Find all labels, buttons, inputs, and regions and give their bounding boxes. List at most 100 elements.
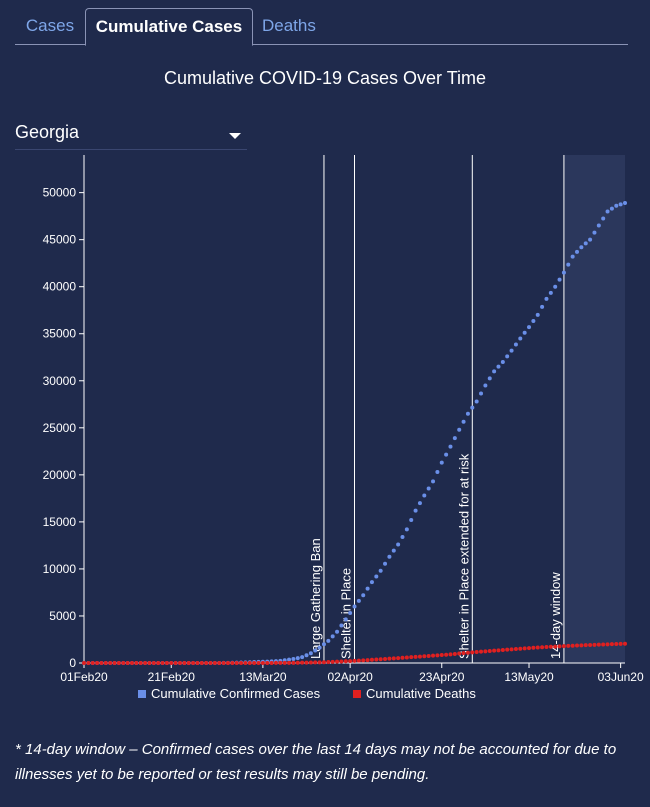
data-point — [404, 527, 409, 532]
data-point — [496, 364, 501, 369]
data-point — [391, 548, 396, 553]
data-point — [239, 660, 244, 665]
data-point — [535, 645, 540, 650]
y-tick-label: 20000 — [43, 468, 77, 482]
annotation-label: Shelter in Place — [339, 568, 354, 659]
data-point — [265, 660, 270, 665]
data-point — [256, 660, 261, 665]
data-point — [378, 657, 383, 662]
shaded-window — [563, 155, 625, 663]
tab-bar: Cases Cumulative Cases Deaths — [15, 8, 628, 46]
data-point — [230, 660, 235, 665]
state-selector[interactable]: Georgia — [15, 118, 247, 150]
data-point — [500, 359, 505, 364]
data-point — [252, 660, 257, 665]
data-point — [356, 658, 361, 663]
data-point — [369, 657, 374, 662]
x-tick-label: 21Feb20 — [148, 670, 196, 684]
chart-title: Cumulative COVID-19 Cases Over Time — [163, 68, 487, 88]
data-point — [387, 656, 392, 661]
y-tick-label: 25000 — [43, 421, 77, 435]
data-point — [116, 660, 121, 665]
data-point — [540, 304, 545, 309]
data-point — [383, 656, 388, 661]
y-tick-label: 0 — [69, 656, 76, 670]
data-point — [483, 649, 488, 654]
data-point — [143, 660, 148, 665]
data-point — [448, 652, 453, 657]
tab-deaths[interactable]: Deaths — [262, 16, 316, 35]
data-point — [335, 629, 340, 634]
data-point — [282, 660, 287, 665]
data-point — [125, 660, 130, 665]
y-tick-label: 10000 — [43, 562, 77, 576]
data-point — [321, 642, 326, 647]
data-point — [457, 651, 462, 656]
y-tick-label: 5000 — [49, 609, 76, 623]
data-point — [348, 610, 353, 615]
data-point — [313, 660, 318, 665]
data-point — [570, 254, 575, 259]
data-point — [623, 200, 627, 205]
data-point — [287, 660, 292, 665]
data-point — [588, 643, 593, 648]
data-point — [195, 660, 200, 665]
data-point — [300, 655, 305, 660]
data-point — [557, 644, 562, 649]
data-point — [404, 655, 409, 660]
data-point — [422, 493, 427, 498]
data-point — [304, 653, 309, 658]
data-point — [531, 319, 536, 324]
legend-label: Cumulative Confirmed Cases — [151, 686, 321, 701]
data-point — [95, 660, 100, 665]
data-point — [287, 657, 292, 662]
data-point — [90, 660, 95, 665]
data-point — [326, 638, 331, 643]
data-point — [339, 623, 344, 628]
data-point — [295, 660, 300, 665]
tab-cumulative-cases[interactable]: Cumulative Cases — [85, 8, 253, 46]
data-point — [374, 574, 379, 579]
data-point — [553, 644, 558, 649]
data-point — [474, 649, 479, 654]
series-deaths — [82, 641, 627, 665]
data-point — [496, 648, 501, 653]
data-point — [330, 659, 335, 664]
data-point — [177, 660, 182, 665]
data-point — [426, 486, 431, 491]
data-point — [221, 660, 226, 665]
data-point — [452, 651, 457, 656]
data-point — [448, 444, 453, 449]
data-point — [618, 641, 623, 646]
data-point — [492, 648, 497, 653]
data-point — [343, 617, 348, 622]
data-point — [566, 643, 571, 648]
data-point — [361, 658, 366, 663]
caret-down-icon — [229, 133, 241, 139]
data-point — [409, 655, 414, 660]
data-point — [557, 277, 562, 282]
data-point — [313, 648, 318, 653]
data-point — [208, 660, 213, 665]
data-point — [160, 660, 165, 665]
data-point — [396, 542, 401, 547]
data-point — [461, 419, 466, 424]
data-point — [544, 645, 549, 650]
tab-cases[interactable]: Cases — [25, 16, 75, 35]
data-point — [103, 660, 108, 665]
data-point — [461, 651, 466, 656]
data-point — [156, 660, 161, 665]
x-tick-label: 03Jun20 — [598, 670, 644, 684]
data-point — [596, 223, 601, 228]
data-point — [335, 659, 340, 664]
footnote: * 14-day window – Confirmed cases over t… — [15, 741, 617, 783]
data-point — [295, 656, 300, 661]
data-point — [169, 660, 174, 665]
data-point — [343, 659, 348, 664]
data-point — [614, 203, 619, 208]
data-point — [348, 659, 353, 664]
data-point — [518, 646, 523, 651]
data-point — [531, 645, 536, 650]
data-point — [400, 655, 405, 660]
data-point — [509, 348, 514, 353]
